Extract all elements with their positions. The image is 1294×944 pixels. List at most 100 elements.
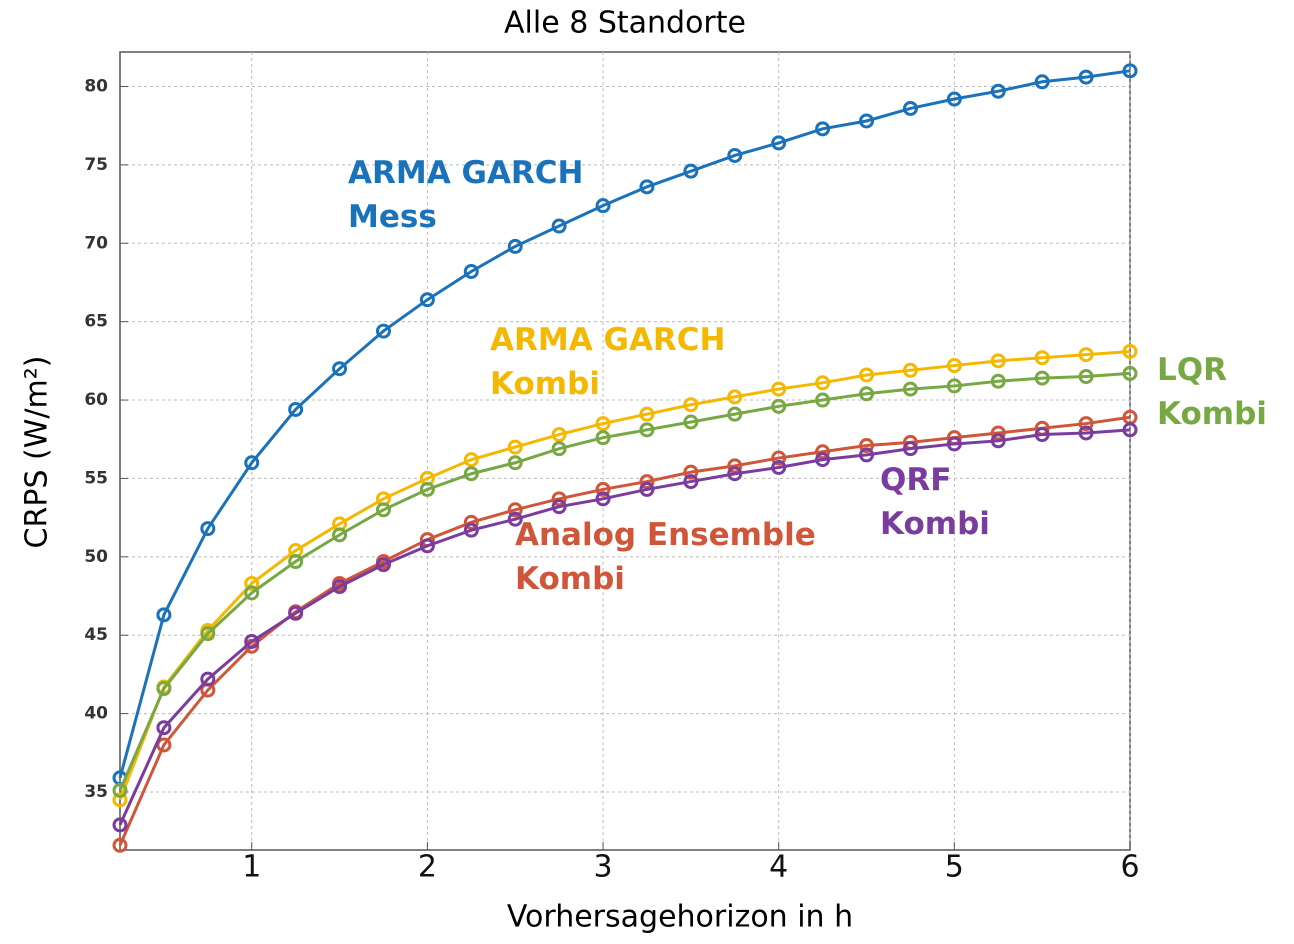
data-point bbox=[551, 441, 567, 457]
y-tick-label: 80 bbox=[84, 76, 108, 96]
data-point bbox=[1078, 416, 1094, 432]
data-point bbox=[551, 499, 567, 515]
series-label: LQR bbox=[1157, 352, 1227, 388]
data-point bbox=[990, 425, 1006, 441]
data-point bbox=[551, 491, 567, 507]
data-point bbox=[990, 353, 1006, 369]
x-tick-label: 1 bbox=[242, 850, 261, 885]
data-point bbox=[1122, 422, 1138, 438]
data-point bbox=[1078, 69, 1094, 85]
series-line bbox=[118, 428, 1131, 826]
data-point bbox=[419, 292, 435, 308]
data-point bbox=[375, 323, 391, 339]
y-tick-label: 35 bbox=[84, 782, 108, 802]
data-point bbox=[375, 557, 391, 573]
x-tick-label: 4 bbox=[769, 850, 788, 885]
data-point bbox=[683, 464, 699, 480]
data-point bbox=[727, 466, 743, 482]
data-point bbox=[1122, 343, 1138, 359]
y-tick-label: 75 bbox=[84, 155, 108, 175]
data-point bbox=[859, 438, 875, 454]
data-point bbox=[419, 481, 435, 497]
data-point bbox=[815, 392, 831, 408]
data-point bbox=[595, 491, 611, 507]
series-label: Analog Ensemble bbox=[515, 517, 816, 553]
data-point bbox=[771, 398, 787, 414]
data-point bbox=[771, 459, 787, 475]
data-point bbox=[1122, 63, 1138, 79]
y-axis-label: CRPS (W/m²) bbox=[20, 356, 55, 549]
data-point bbox=[946, 436, 962, 452]
y-tick-label: 60 bbox=[84, 390, 108, 410]
data-point bbox=[683, 414, 699, 430]
data-point bbox=[683, 474, 699, 490]
y-tick-label: 70 bbox=[84, 233, 108, 253]
data-point bbox=[507, 439, 523, 455]
data-point bbox=[112, 837, 128, 853]
data-point bbox=[1122, 365, 1138, 381]
data-point bbox=[990, 433, 1006, 449]
data-point bbox=[639, 481, 655, 497]
data-point bbox=[463, 522, 479, 538]
data-point bbox=[639, 179, 655, 195]
series-line bbox=[118, 415, 1131, 846]
data-point bbox=[639, 474, 655, 490]
data-point bbox=[200, 626, 216, 642]
data-point bbox=[463, 466, 479, 482]
data-point bbox=[683, 397, 699, 413]
y-tick-label: 50 bbox=[84, 547, 108, 567]
series-label: Kombi bbox=[490, 366, 600, 402]
data-point bbox=[332, 361, 348, 377]
data-point bbox=[595, 198, 611, 214]
data-point bbox=[112, 792, 128, 808]
x-tick-label: 6 bbox=[1120, 850, 1139, 885]
data-point bbox=[1034, 74, 1050, 90]
data-point bbox=[244, 455, 260, 471]
data-point bbox=[859, 113, 875, 129]
data-point bbox=[990, 83, 1006, 99]
data-point bbox=[859, 367, 875, 383]
data-point bbox=[288, 605, 304, 621]
data-point bbox=[1078, 347, 1094, 363]
data-point bbox=[1034, 427, 1050, 443]
data-point bbox=[156, 737, 172, 753]
x-tick-label: 5 bbox=[945, 850, 964, 885]
data-point bbox=[946, 91, 962, 107]
data-point bbox=[771, 381, 787, 397]
series-label: Kombi bbox=[515, 561, 625, 597]
data-point bbox=[156, 720, 172, 736]
y-tick-label: 40 bbox=[84, 704, 108, 724]
data-point bbox=[288, 401, 304, 417]
data-point bbox=[112, 782, 128, 798]
data-point bbox=[463, 452, 479, 468]
x-tick-label: 3 bbox=[593, 850, 612, 885]
data-point bbox=[727, 458, 743, 474]
data-point bbox=[639, 406, 655, 422]
data-point bbox=[156, 681, 172, 697]
data-point bbox=[727, 389, 743, 405]
series-label: ARMA GARCH bbox=[490, 322, 726, 358]
data-point bbox=[727, 147, 743, 163]
series-line bbox=[118, 69, 1131, 779]
data-point bbox=[727, 406, 743, 422]
y-tick-label: 45 bbox=[84, 625, 108, 645]
data-point bbox=[507, 511, 523, 527]
y-tick-label: 55 bbox=[84, 468, 108, 488]
data-point bbox=[1078, 369, 1094, 385]
data-point bbox=[902, 100, 918, 116]
data-point bbox=[771, 135, 787, 151]
data-point bbox=[244, 575, 260, 591]
series-label: ARMA GARCH bbox=[348, 155, 584, 191]
data-point bbox=[815, 444, 831, 460]
data-point bbox=[815, 452, 831, 468]
data-point bbox=[375, 502, 391, 518]
chart-title: Alle 8 Standorte bbox=[504, 6, 746, 41]
plot-frame bbox=[119, 51, 1131, 851]
data-point bbox=[332, 579, 348, 595]
data-point bbox=[244, 585, 260, 601]
x-tick-label: 2 bbox=[418, 850, 437, 885]
series-label: Mess bbox=[348, 199, 437, 235]
data-point bbox=[595, 481, 611, 497]
data-point bbox=[200, 521, 216, 537]
